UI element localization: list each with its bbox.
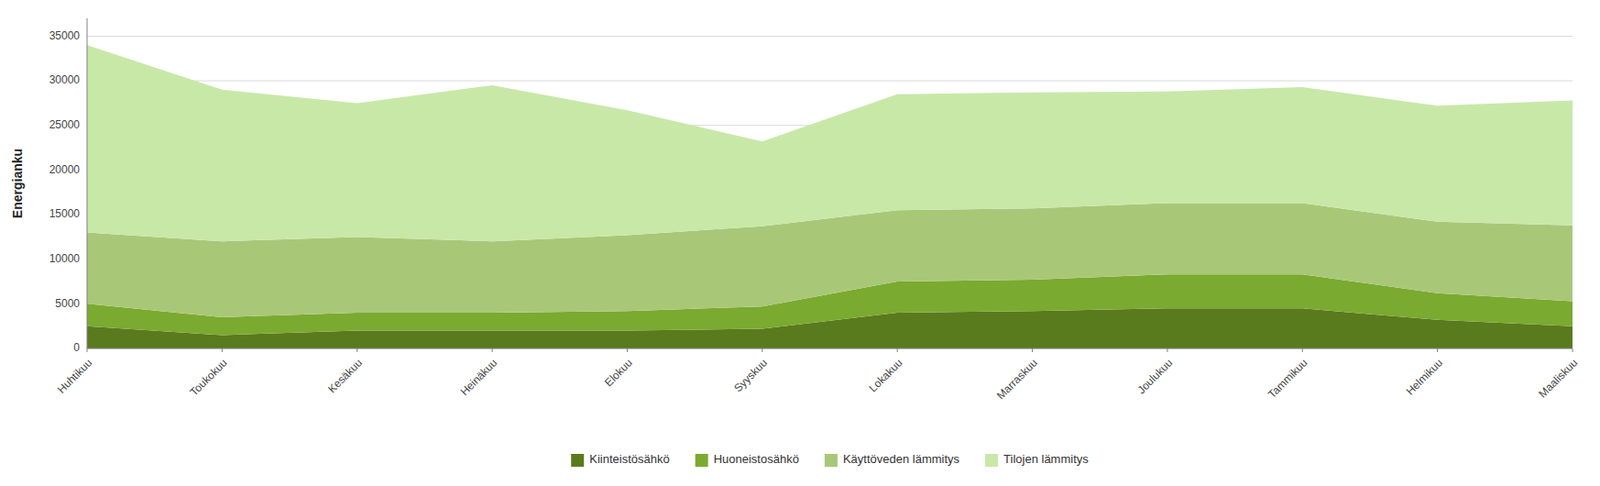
legend-swatch [695,453,709,467]
grid [87,35,1573,349]
legend-item: Tilojen lämmitys [985,451,1089,467]
y-tick-label: 25000 [49,118,81,132]
x-tick [761,348,763,352]
legend-swatch [985,453,998,467]
x-tick [1436,348,1438,352]
x-tick [626,348,628,352]
x-tick [492,348,494,352]
legend-swatch [824,453,838,467]
x-tick-label: Lokakuu [866,355,906,395]
y-tick-label: 0 [73,340,80,354]
chart: 0 5000 10000 15000 20000 25000 30000 35000 Huhti… [0,0,1600,486]
plot-area [87,44,1573,349]
y-tick-label: 30000 [49,73,81,87]
y-tick-label: 5000 [54,296,80,310]
x-tick-label: Huhtikuu [54,355,95,395]
grid-line [87,80,1573,82]
legend-item: Huoneistosähkö [695,451,800,467]
x-tick [1302,348,1304,352]
y-tick-label: 35000 [49,29,81,43]
y-tick-label: 10000 [49,252,81,265]
x-tick-label: Kesäkuu [325,355,365,395]
x-tick [356,348,358,352]
area [87,44,1573,242]
x-tick-label: Syyskuu [731,355,770,395]
y-tick-label: 15000 [49,207,81,220]
x-tick-label: Maaliskuu [1535,355,1580,400]
x-tick-label: Elokuu [602,355,636,389]
x-tick-label: Helmikuu [1403,355,1446,397]
x-tick-label: Toukokuu [186,355,230,398]
x-tick-label: Joulukuu [1134,355,1175,396]
grid-line [87,348,1573,350]
legend: Kiinteistösähkö Huoneistosähkö Käyttöveden… [570,451,1089,467]
x-tick [1572,348,1574,352]
legend-label: Tilojen lämmitys [1003,451,1089,466]
grid-line [87,35,1573,37]
y-axis-label: Energianku [10,148,25,219]
legend-swatch [570,453,584,467]
legend-label: Käyttöveden lämmitys [843,451,961,466]
legend-item: Käyttöveden lämmitys [824,451,961,467]
x-tick [1031,348,1033,352]
x-tick-label: Tammikuu [1265,355,1311,401]
x-tick [87,348,88,352]
x-tick [221,348,223,352]
x-tick-label: Marraskuu [994,355,1041,402]
x-tick [897,348,899,352]
legend-item: Kiinteistösähkö [570,451,669,467]
y-tick-label: 20000 [49,163,81,176]
legend-label: Kiinteistösähkö [589,451,669,466]
x-tick [1166,348,1168,352]
y-axis-line [87,18,88,349]
x-tick-label: Heinäkuu [458,355,501,398]
x-axis-line [87,348,1573,350]
legend-label: Huoneistosähkö [713,451,800,466]
